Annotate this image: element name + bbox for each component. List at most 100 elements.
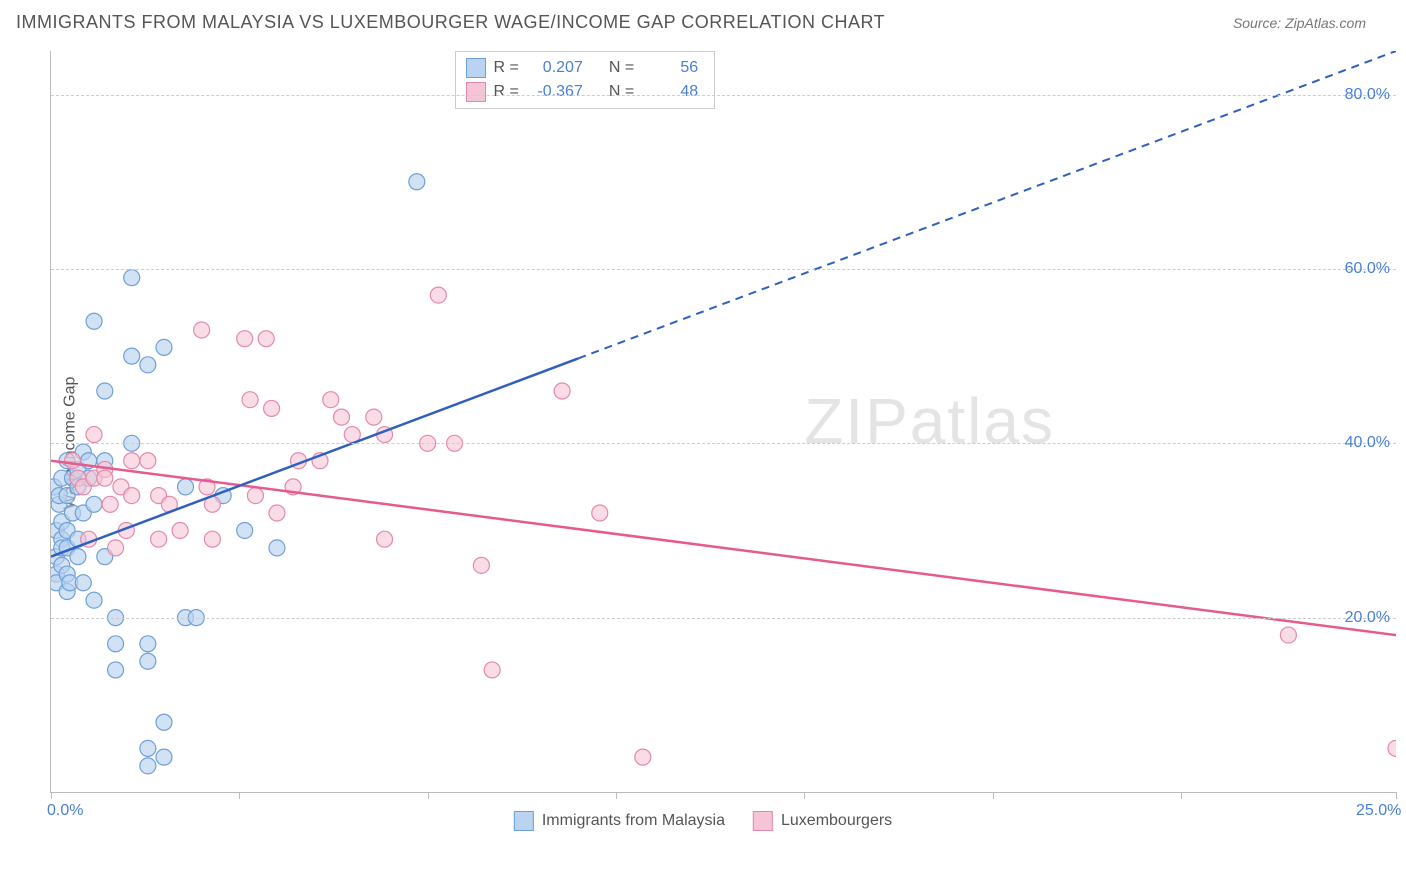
scatter-point-b bbox=[97, 461, 113, 477]
scatter-point-a bbox=[156, 714, 172, 730]
scatter-point-b bbox=[102, 496, 118, 512]
scatter-point-a bbox=[54, 470, 70, 486]
scatter-point-a bbox=[51, 488, 67, 504]
scatter-point-b bbox=[204, 496, 220, 512]
scatter-point-a bbox=[54, 531, 70, 547]
trend-line-solid bbox=[51, 461, 1396, 635]
scatter-point-b bbox=[118, 522, 134, 538]
scatter-point-a bbox=[51, 549, 64, 565]
scatter-point-a bbox=[97, 383, 113, 399]
scatter-point-a bbox=[62, 575, 78, 591]
scatter-point-b bbox=[65, 453, 81, 469]
scatter-point-a bbox=[140, 636, 156, 652]
scatter-point-b bbox=[113, 479, 129, 495]
scatter-point-a bbox=[59, 522, 75, 538]
scatter-point-b bbox=[75, 479, 91, 495]
scatter-point-b bbox=[323, 392, 339, 408]
correlation-stats-box: R = 0.207 N = 56 R = -0.367 N = 48 bbox=[455, 51, 716, 109]
scatter-point-b bbox=[269, 505, 285, 521]
scatter-point-a bbox=[59, 583, 75, 599]
scatter-point-b bbox=[70, 470, 86, 486]
scatter-point-b bbox=[151, 531, 167, 547]
scatter-point-b bbox=[635, 749, 651, 765]
n-label-a: N = bbox=[609, 56, 634, 80]
y-tick-label: 80.0% bbox=[1345, 86, 1390, 104]
scatter-point-b bbox=[1388, 740, 1396, 756]
scatter-point-b bbox=[172, 522, 188, 538]
n-label-b: N = bbox=[609, 80, 634, 104]
scatter-point-a bbox=[140, 653, 156, 669]
scatter-point-b bbox=[592, 505, 608, 521]
scatter-point-a bbox=[86, 313, 102, 329]
scatter-point-b bbox=[334, 409, 350, 425]
source-attribution: Source: ZipAtlas.com bbox=[1233, 15, 1366, 31]
scatter-point-a bbox=[59, 566, 75, 582]
stats-swatch-b bbox=[466, 82, 486, 102]
scatter-point-a bbox=[237, 522, 253, 538]
scatter-point-b bbox=[258, 331, 274, 347]
scatter-point-b bbox=[430, 287, 446, 303]
scatter-point-a bbox=[156, 749, 172, 765]
scatter-point-a bbox=[81, 453, 97, 469]
scatter-point-a bbox=[54, 540, 70, 556]
stats-row-b: R = -0.367 N = 48 bbox=[466, 80, 699, 104]
watermark: ZIPatlas bbox=[804, 384, 1055, 458]
x-tick-label: 25.0% bbox=[1356, 802, 1401, 820]
scatter-point-b bbox=[264, 400, 280, 416]
scatter-point-b bbox=[124, 488, 140, 504]
stats-swatch-a bbox=[466, 58, 486, 78]
chart-title: IMMIGRANTS FROM MALAYSIA VS LUXEMBOURGER… bbox=[16, 12, 885, 33]
scatter-point-b bbox=[140, 453, 156, 469]
scatter-point-b bbox=[81, 531, 97, 547]
scatter-point-b bbox=[237, 331, 253, 347]
chart-header: IMMIGRANTS FROM MALAYSIA VS LUXEMBOURGER… bbox=[0, 0, 1406, 33]
chart-area: Wage/Income Gap ZIPatlas R = 0.207 N = 5… bbox=[0, 33, 1406, 853]
scatter-point-b bbox=[86, 470, 102, 486]
scatter-point-a bbox=[97, 549, 113, 565]
scatter-point-a bbox=[51, 522, 64, 538]
scatter-point-b bbox=[194, 322, 210, 338]
scatter-point-a bbox=[54, 557, 70, 573]
stats-row-a: R = 0.207 N = 56 bbox=[466, 56, 699, 80]
r-label-a: R = bbox=[494, 56, 519, 80]
y-tick-label: 20.0% bbox=[1345, 609, 1390, 627]
scatter-point-a bbox=[51, 566, 64, 582]
r-label-b: R = bbox=[494, 80, 519, 104]
scatter-point-a bbox=[178, 479, 194, 495]
scatter-point-a bbox=[86, 496, 102, 512]
scatter-point-b bbox=[199, 479, 215, 495]
scatter-point-a bbox=[59, 540, 75, 556]
scatter-point-b bbox=[108, 540, 124, 556]
scatter-point-a bbox=[65, 505, 81, 521]
scatter-point-a bbox=[124, 270, 140, 286]
scatter-point-b bbox=[242, 392, 258, 408]
legend-item-a: Immigrants from Malaysia bbox=[514, 811, 725, 831]
scatter-point-b bbox=[247, 488, 263, 504]
legend: Immigrants from Malaysia Luxembourgers bbox=[514, 811, 892, 831]
scatter-point-b bbox=[290, 453, 306, 469]
n-value-a: 56 bbox=[642, 56, 698, 80]
scatter-point-b bbox=[312, 453, 328, 469]
scatter-point-a bbox=[269, 540, 285, 556]
scatter-point-a bbox=[86, 592, 102, 608]
scatter-point-a bbox=[65, 470, 81, 486]
scatter-point-a bbox=[75, 444, 91, 460]
scatter-point-b bbox=[473, 557, 489, 573]
scatter-point-a bbox=[156, 339, 172, 355]
scatter-point-b bbox=[124, 453, 140, 469]
scatter-point-a bbox=[70, 479, 86, 495]
scatter-point-a bbox=[97, 453, 113, 469]
x-tick-label: 0.0% bbox=[47, 802, 83, 820]
legend-item-b: Luxembourgers bbox=[753, 811, 892, 831]
scatter-point-a bbox=[51, 496, 67, 512]
scatter-point-a bbox=[215, 488, 231, 504]
scatter-point-b bbox=[377, 427, 393, 443]
legend-swatch-a bbox=[514, 811, 534, 831]
r-value-a: 0.207 bbox=[527, 56, 583, 80]
plot-region: ZIPatlas R = 0.207 N = 56 R = -0.367 N =… bbox=[50, 51, 1396, 793]
scatter-point-b bbox=[97, 470, 113, 486]
scatter-point-b bbox=[285, 479, 301, 495]
scatter-point-b bbox=[161, 496, 177, 512]
n-value-b: 48 bbox=[642, 80, 698, 104]
legend-label-a: Immigrants from Malaysia bbox=[542, 812, 725, 830]
